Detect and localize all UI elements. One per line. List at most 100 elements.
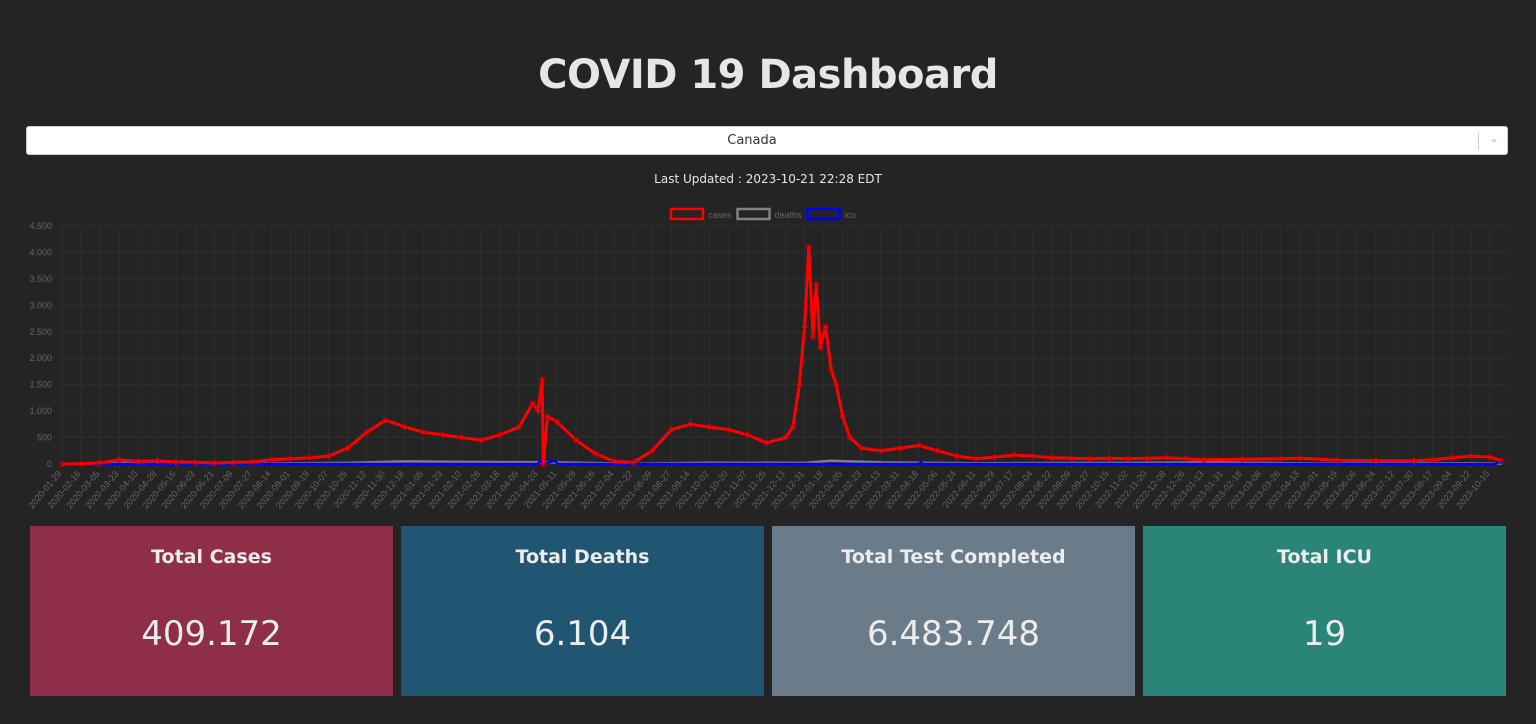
cases-point xyxy=(725,426,732,433)
cases-point xyxy=(496,431,503,438)
cases-point xyxy=(439,431,446,438)
cases-point xyxy=(59,461,65,467)
total-deaths-card: Total Deaths 6.104 xyxy=(401,526,764,696)
cases-point xyxy=(1201,456,1208,463)
cases-point xyxy=(991,454,998,461)
total-tests-card: Total Test Completed 6.483.748 xyxy=(772,526,1135,696)
cases-point xyxy=(817,344,824,351)
icu-line xyxy=(62,458,1503,466)
cases-point xyxy=(1030,453,1037,460)
deaths-legend-label[interactable]: deaths xyxy=(775,210,803,220)
cases-point xyxy=(1049,454,1056,461)
cases-point xyxy=(1163,454,1170,461)
cases-point xyxy=(592,450,599,457)
cases-point xyxy=(515,423,522,430)
cases-point xyxy=(1011,452,1017,459)
cases-point xyxy=(344,445,351,452)
cases-point xyxy=(649,447,656,454)
cases-point xyxy=(287,455,294,462)
y-axis: 0 500 1.000 1.500 2.000 2.500 3.000 3.500 4.000 4… xyxy=(29,221,52,469)
cases-point xyxy=(544,413,551,420)
cases-point xyxy=(458,434,465,441)
deaths-legend-swatch[interactable] xyxy=(736,207,771,221)
cases-point xyxy=(1467,453,1474,460)
icu-legend-label[interactable]: icu xyxy=(845,210,857,220)
cases-point xyxy=(847,434,854,441)
chart-series xyxy=(59,244,1505,467)
y-tick-label: 3.500 xyxy=(29,274,52,284)
cases-point xyxy=(78,460,85,467)
x-axis: 2020-01-292020-02-162020-03-052020-03-23… xyxy=(26,469,1491,511)
select-separator xyxy=(1478,133,1479,150)
icu-legend-swatch[interactable] xyxy=(806,207,841,221)
cases-point xyxy=(1106,455,1113,462)
cases-point xyxy=(154,457,161,464)
cases-point xyxy=(763,439,770,446)
cases-legend-label[interactable]: cases xyxy=(708,210,732,220)
cases-point xyxy=(687,421,694,428)
page-title: COVID 19 Dashboard xyxy=(538,52,998,98)
y-tick-label: 4.500 xyxy=(29,221,52,231)
y-tick-label: 2.500 xyxy=(29,327,52,337)
cases-point xyxy=(1125,455,1132,462)
cases-legend-swatch[interactable] xyxy=(669,207,705,221)
cases-point xyxy=(1498,457,1505,464)
card-label: Total Test Completed xyxy=(841,546,1066,568)
cases-point xyxy=(1144,455,1151,462)
cases-point xyxy=(972,455,979,462)
card-value: 19 xyxy=(1302,614,1347,654)
chart-legend: cases deaths icu xyxy=(669,207,857,221)
cases-point xyxy=(529,400,536,407)
last-updated-text: Last Updated : 2023-10-21 22:28 EDT xyxy=(654,172,882,186)
chevron-down-icon[interactable]: ⌄ xyxy=(1488,131,1499,145)
cases-point xyxy=(1087,455,1094,462)
cases-point xyxy=(877,447,884,454)
cases-point xyxy=(363,429,370,436)
cases-point xyxy=(382,417,389,424)
cases-point xyxy=(1334,457,1341,464)
cases-point xyxy=(801,323,808,330)
cases-point xyxy=(268,456,275,463)
cases-point xyxy=(828,365,835,372)
cases-point xyxy=(573,437,580,444)
cases-point xyxy=(135,458,142,465)
cases-point xyxy=(116,456,123,463)
y-tick-label: 4.000 xyxy=(29,247,52,257)
total-icu-card: Total ICU 19 xyxy=(1143,526,1506,696)
cases-point xyxy=(420,429,427,436)
cases-point xyxy=(1448,454,1455,461)
cases-point xyxy=(934,447,941,454)
cases-point xyxy=(1277,455,1284,462)
cases-point xyxy=(249,458,256,465)
cases-point xyxy=(1239,456,1246,463)
cases-point xyxy=(325,453,332,460)
y-tick-label: 2.000 xyxy=(29,353,52,363)
total-cases-card: Total Cases 409.172 xyxy=(30,526,393,696)
cases-point xyxy=(858,445,865,452)
cases-point xyxy=(306,454,313,461)
cases-point xyxy=(539,376,546,383)
card-label: Total Deaths xyxy=(515,546,650,568)
cases-point xyxy=(822,323,829,330)
cases-point xyxy=(540,461,547,467)
cases-point xyxy=(839,413,846,420)
y-tick-label: 500 xyxy=(37,433,52,443)
cases-point xyxy=(706,423,713,430)
cases-point xyxy=(401,423,408,430)
region-select[interactable]: Canada ⌄ xyxy=(26,126,1508,155)
cases-point xyxy=(192,459,199,466)
cases-point xyxy=(833,381,840,388)
cases-point xyxy=(1182,455,1189,462)
cases-point xyxy=(535,408,541,415)
cases-point xyxy=(173,458,180,465)
y-tick-label: 1.500 xyxy=(29,380,52,390)
cases-point xyxy=(1429,456,1436,463)
cases-point xyxy=(796,381,803,388)
cases-point xyxy=(630,459,637,466)
cases-point xyxy=(789,423,796,430)
y-tick-label: 3.000 xyxy=(29,300,52,310)
region-select-value: Canada xyxy=(727,133,777,148)
card-value: 6.483.748 xyxy=(866,614,1041,654)
cases-point xyxy=(668,426,675,433)
cases-point xyxy=(744,431,751,438)
